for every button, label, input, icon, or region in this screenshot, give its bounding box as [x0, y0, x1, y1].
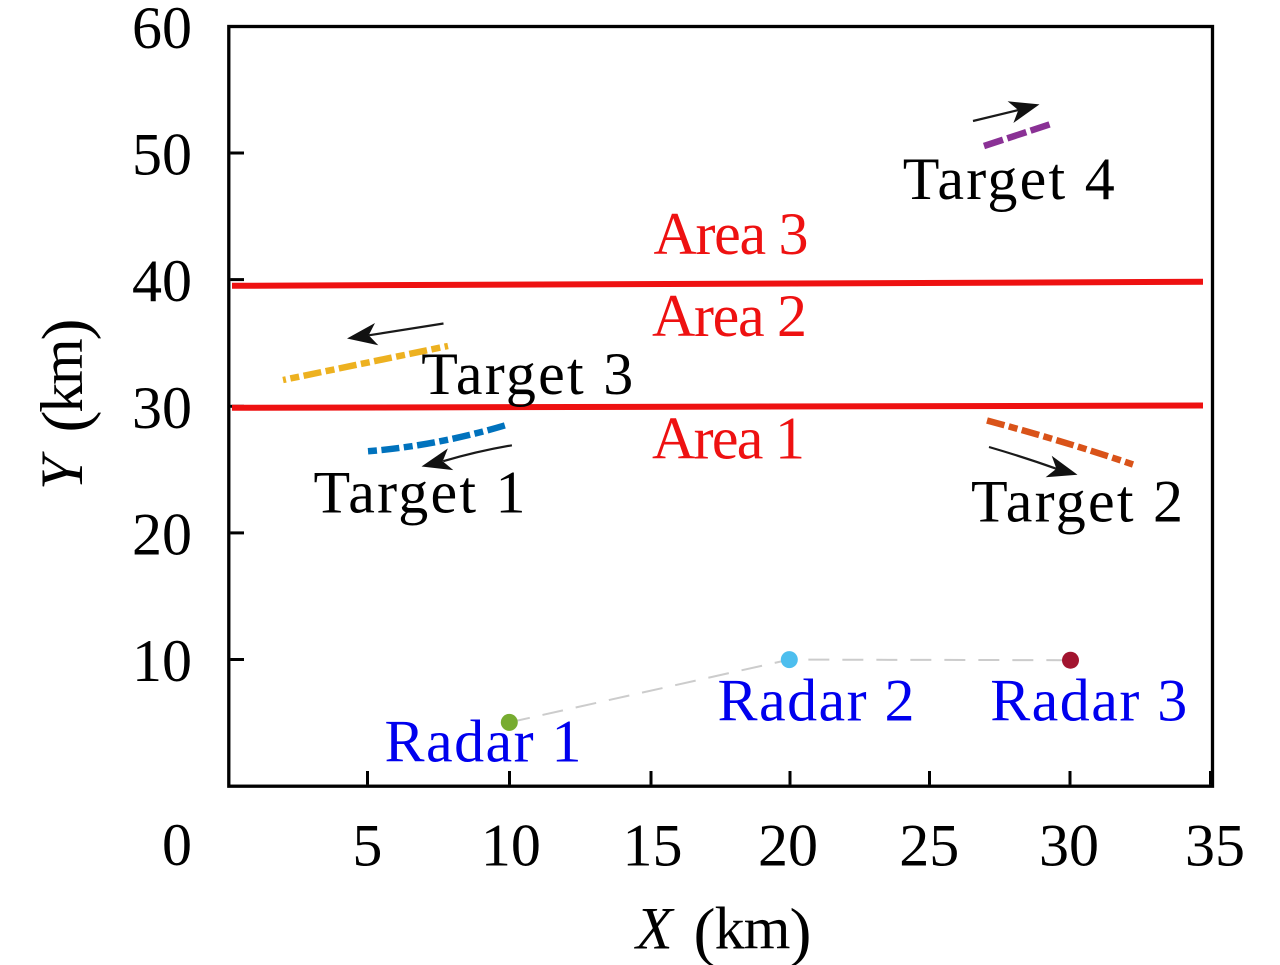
svg-text:Area 1: Area 1: [652, 405, 805, 471]
svg-text:Target 3: Target 3: [421, 341, 633, 407]
svg-text:60: 60: [132, 0, 192, 61]
svg-text:Target 1: Target 1: [314, 460, 526, 526]
svg-text:Area 3: Area 3: [654, 201, 809, 267]
svg-text:Radar 2: Radar 2: [718, 667, 915, 733]
svg-text:10: 10: [481, 813, 541, 879]
svg-text:Area 2: Area 2: [652, 283, 807, 349]
svg-text:50: 50: [132, 122, 192, 188]
svg-text:Target 4: Target 4: [903, 146, 1115, 212]
svg-text:(km): (km): [29, 319, 102, 433]
svg-text:Target 2: Target 2: [971, 468, 1183, 534]
svg-text:15: 15: [623, 813, 683, 879]
svg-text:35: 35: [1185, 813, 1245, 879]
svg-text:(km): (km): [694, 896, 812, 965]
svg-text:30: 30: [132, 375, 192, 441]
svg-text:25: 25: [899, 813, 959, 879]
svg-text:Radar 1: Radar 1: [385, 709, 582, 775]
svg-text:Radar 3: Radar 3: [990, 667, 1187, 733]
svg-text:20: 20: [758, 813, 818, 879]
svg-text:5: 5: [352, 813, 382, 879]
svg-text:0: 0: [162, 812, 192, 878]
svg-text:Y: Y: [29, 451, 95, 490]
svg-text:20: 20: [132, 501, 192, 567]
svg-text:30: 30: [1039, 813, 1099, 879]
svg-text:X: X: [634, 896, 675, 962]
svg-text:10: 10: [132, 628, 192, 694]
svg-text:40: 40: [132, 248, 192, 314]
